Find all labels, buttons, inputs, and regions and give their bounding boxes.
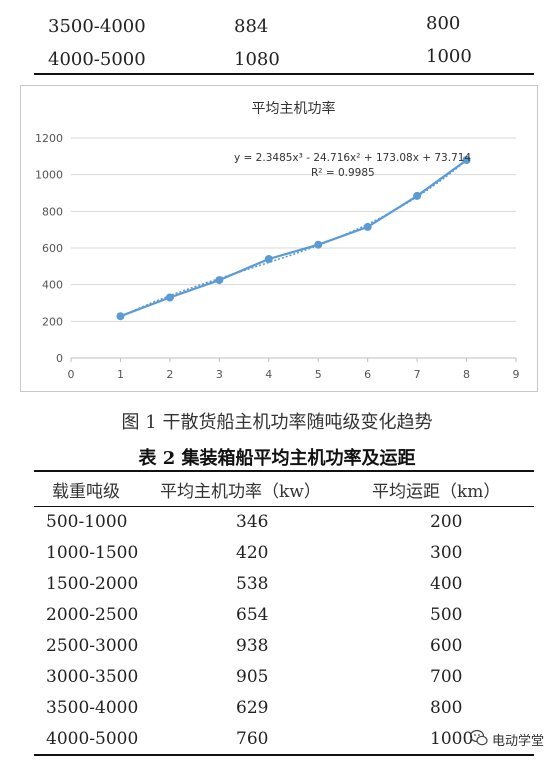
power-cell: 938 [236,636,269,656]
distance-cell: 700 [430,667,463,687]
power-cell: 538 [236,574,269,594]
data-point [462,156,471,164]
y-tick-label: 1200 [35,132,63,145]
header-tonnage: 载重吨级 [52,482,120,502]
table-title: 表 2 集装箱船平均主机功率及运距 [138,448,416,469]
x-tick-label: 9 [513,368,520,381]
y-tick-label: 800 [42,205,63,218]
table-row: 1500-2000 538 400 [34,574,534,600]
power-cell: 905 [236,667,269,687]
table-bottom-rule [34,754,534,756]
table-top-rule [34,470,534,472]
table-bottom-rule [34,73,534,75]
table-row: 2500-3000 938 600 [34,636,534,662]
x-tick-label: 8 [463,368,470,381]
tonnage-cell: 4000-5000 [46,729,139,749]
watermark-text: 电动学堂 [492,734,545,749]
x-tick-label: 4 [265,368,272,381]
data-point [413,191,422,200]
header-rule [34,506,534,507]
table-header: 载重吨级 平均主机功率（kw） 平均运距（km） [34,477,534,503]
distance-cell: 400 [430,574,463,594]
chart-title: 平均主机功率 [252,100,336,117]
table-row: 3500-4000 629 800 [34,698,534,724]
distance-cell: 1000 [430,729,474,749]
power-cell: 420 [236,543,269,563]
power-cell: 629 [236,698,269,718]
y-tick-label: 200 [42,315,63,328]
table-row: 500-1000 346 200 [34,512,534,538]
chart-canvas: 平均主机功率 0 200 400 600 800 1000 1200 0 1 2 3 4 5 6 7 8 9 y =… [35,100,520,381]
table-row: 4000-5000 1080 1000 [34,46,534,79]
watermark: 电动学堂 [470,728,550,752]
data-point [116,312,125,321]
tonnage-cell: 3500-4000 [48,16,146,37]
x-tick-label: 5 [315,368,322,381]
figure-caption: 图 1 干散货船主机功率随吨级变化趋势 [121,412,433,433]
tonnage-cell: 1500-2000 [46,574,139,594]
container-ship-table: 载重吨级 平均主机功率（kw） 平均运距（km） 500-1000 346 200 1… [34,470,534,756]
data-point [363,222,372,231]
tonnage-cell: 4000-5000 [48,49,146,70]
table-row: 1000-1500 420 300 [34,543,534,569]
wechat-icon [470,729,488,746]
x-tick-label: 0 [68,368,75,381]
x-tick-label: 7 [414,368,421,381]
tonnage-cell: 3000-3500 [46,667,139,687]
distance-cell: 1000 [426,46,472,67]
distance-cell: 500 [430,605,463,625]
data-point [215,276,224,285]
r-squared-label: R² = 0.9985 [311,167,375,179]
power-cell: 346 [236,512,269,532]
x-tick-label: 6 [364,368,371,381]
table-row: 3500-4000 884 800 [34,13,534,46]
distance-cell: 800 [426,13,461,34]
distance-cell: 800 [430,698,463,718]
power-cell: 654 [236,605,269,625]
data-point [165,293,174,302]
y-tick-label: 0 [56,352,63,365]
data-point [264,255,273,263]
power-cell: 884 [234,16,269,37]
power-cell: 760 [236,729,269,749]
tonnage-cell: 2000-2500 [46,605,139,625]
tonnage-cell: 1000-1500 [46,543,139,563]
y-tick-label: 1000 [35,169,63,182]
trendline [120,159,468,318]
table-row: 2000-2500 654 500 [34,605,534,631]
x-tick-label: 1 [117,368,124,381]
table-row: 4000-5000 760 1000 [34,729,534,755]
table-row: 3000-3500 905 700 [34,667,534,693]
tonnage-cell: 500-1000 [46,512,128,532]
x-tick-label: 2 [166,368,173,381]
data-point [314,240,323,249]
tonnage-cell: 2500-3000 [46,636,139,656]
x-tick-label: 3 [216,368,223,381]
tonnage-cell: 3500-4000 [46,698,139,718]
power-cell: 1080 [234,49,280,70]
trendline-equation: y = 2.3485x³ - 24.716x² + 173.08x + 73.7… [234,152,471,164]
y-tick-label: 600 [42,242,63,255]
header-distance: 平均运距（km） [372,482,501,502]
header-power: 平均主机功率（kw） [160,482,321,502]
top-table-fragment: 3500-4000 884 800 4000-5000 1080 1000 [34,0,534,76]
series-line [120,159,468,318]
distance-cell: 200 [430,512,463,532]
power-chart: 平均主机功率 0 200 400 600 800 1000 1200 0 1 2 3 4 5 6 7 8 9 y =… [20,85,538,392]
distance-cell: 600 [430,636,463,656]
distance-cell: 300 [430,543,463,563]
y-tick-label: 400 [42,279,63,292]
